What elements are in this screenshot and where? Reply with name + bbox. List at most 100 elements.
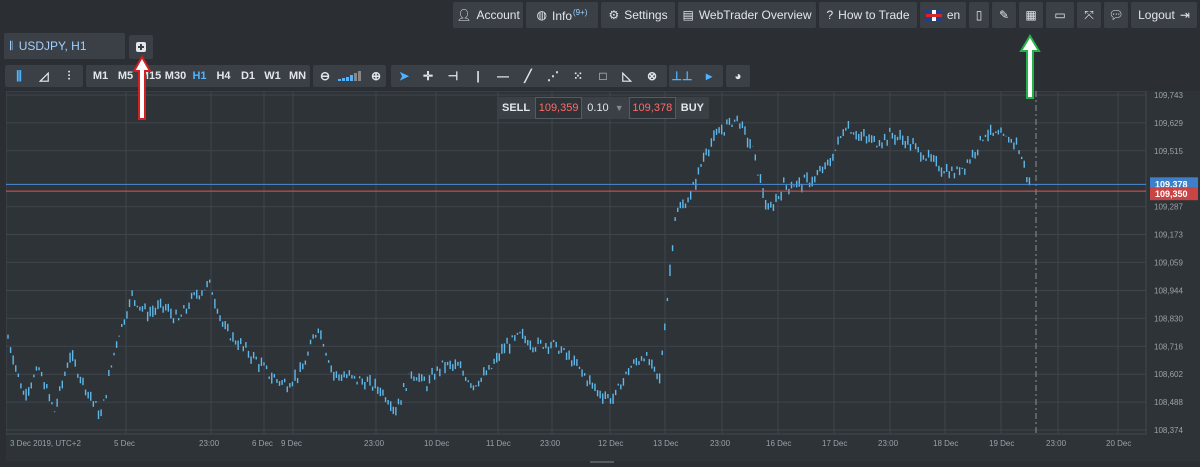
webtrader-overview-label: WebTrader Overview bbox=[698, 8, 812, 22]
indicators-button[interactable]: ◕ bbox=[728, 65, 748, 87]
pointer-tool[interactable]: ➤ bbox=[394, 65, 414, 87]
candles-icon: ⫼ bbox=[16, 68, 22, 83]
x-tick-label: 23:00 bbox=[540, 439, 561, 448]
x-tick-label: 23:00 bbox=[199, 439, 220, 448]
how-to-trade-button[interactable]: ? How to Trade bbox=[819, 2, 917, 28]
area-chart-button[interactable]: ◿ bbox=[33, 65, 55, 87]
x-tick-label: 10 Dec bbox=[424, 439, 449, 448]
fullscreen-button[interactable]: ⤧ bbox=[1077, 2, 1101, 28]
timeframe-m30[interactable]: M30 bbox=[164, 70, 187, 82]
timeframe-h1[interactable]: H1 bbox=[192, 70, 207, 82]
crosshair-tool[interactable]: ✛ bbox=[418, 65, 438, 87]
y-tick-label: 109,743 bbox=[1154, 91, 1183, 100]
x-tick-label: 23:00 bbox=[1046, 439, 1067, 448]
vertical-line-tool[interactable]: | bbox=[468, 65, 488, 87]
x-tick-label: 5 Dec bbox=[114, 439, 135, 448]
table-icon: ▦ bbox=[1025, 8, 1037, 22]
x-tick-label: 23:00 bbox=[710, 439, 731, 448]
timeframe-h4[interactable]: H4 bbox=[216, 70, 231, 82]
user-icon: 👤︎ bbox=[456, 8, 472, 22]
grid-dots-icon: ⁙ bbox=[572, 69, 584, 83]
trend-line-tool[interactable]: ╱ bbox=[518, 65, 538, 87]
language-label: en bbox=[946, 8, 961, 22]
grid-layout-button[interactable]: ▦ bbox=[1019, 2, 1043, 28]
timeframe-m5[interactable]: M5 bbox=[117, 70, 134, 82]
sell-price[interactable]: 109,359 bbox=[535, 97, 583, 119]
y-tick-label: 108,488 bbox=[1154, 398, 1183, 407]
settings-label: Settings bbox=[624, 8, 668, 22]
zoom-out-button[interactable]: ⊖ bbox=[316, 65, 334, 87]
channel-tool[interactable]: ⁙ bbox=[568, 65, 588, 87]
ray-icon: ⊣ bbox=[447, 69, 459, 83]
cursor-icon: ➤ bbox=[398, 69, 410, 83]
x-tick-label: 9 Dec bbox=[281, 439, 302, 448]
brush-button[interactable]: ✎ bbox=[992, 2, 1016, 28]
window-icon: ▭ bbox=[1054, 8, 1066, 22]
price-series bbox=[7, 115, 1031, 420]
webtrader-overview-button[interactable]: ▤ WebTrader Overview bbox=[678, 2, 816, 28]
timeframe-mn[interactable]: MN bbox=[288, 70, 307, 82]
bars-icon: ⫶ bbox=[67, 68, 71, 83]
x-tick-label: 23:00 bbox=[364, 439, 385, 448]
horizontal-line-tool[interactable]: — bbox=[493, 65, 513, 87]
chart-shift-button[interactable]: ▸ bbox=[698, 65, 720, 87]
one-click-trading-panel: SELL 109,359 0.10 ▼ 109,378 BUY bbox=[497, 97, 709, 119]
y-tick-label: 108,716 bbox=[1154, 342, 1183, 351]
candlestick-chart-button[interactable]: ⫼ bbox=[8, 65, 30, 87]
vertical-line-icon: | bbox=[476, 69, 480, 83]
info-text: Info bbox=[552, 8, 573, 23]
timeframe-d1[interactable]: D1 bbox=[240, 70, 256, 82]
chart-tab-bar: 𝄃 USDJPY, H1 bbox=[0, 30, 1200, 60]
tab-usdjpy-h1[interactable]: 𝄃 USDJPY, H1 bbox=[4, 33, 125, 59]
minus-circle-icon: ⊖ bbox=[319, 69, 331, 83]
chat-bubble-icon: 💬︎ bbox=[1108, 8, 1124, 22]
x-tick-label: 6 Dec bbox=[252, 439, 273, 448]
settings-button[interactable]: ⚙ Settings bbox=[601, 2, 675, 28]
account-button[interactable]: 👤︎ Account bbox=[453, 2, 523, 28]
period-separators-button[interactable]: ⊥⊥ bbox=[671, 65, 693, 87]
close-circle-icon: ⊗ bbox=[646, 69, 658, 83]
chart-type-group bbox=[5, 65, 83, 87]
add-chart-button[interactable] bbox=[129, 35, 153, 59]
y-tick-label: 109,629 bbox=[1154, 119, 1183, 128]
x-tick-label: 17 Dec bbox=[822, 439, 847, 448]
square-icon: □ bbox=[599, 69, 607, 83]
zoom-in-button[interactable]: ⊕ bbox=[367, 65, 385, 87]
horizontal-ray-tool[interactable]: ⊣ bbox=[443, 65, 463, 87]
window-layout-button[interactable]: ▭ bbox=[1046, 2, 1074, 28]
timeframe-w1[interactable]: W1 bbox=[264, 70, 281, 82]
volume-field[interactable]: 0.10 ▼ bbox=[582, 97, 629, 119]
volume-value: 0.10 bbox=[587, 102, 609, 114]
sign-out-icon: ⇥ bbox=[1179, 8, 1190, 22]
info-button[interactable]: ◍ Info(9+) bbox=[526, 2, 598, 28]
resize-handle[interactable] bbox=[590, 461, 614, 467]
crosshair-icon: ✛ bbox=[422, 69, 434, 83]
rectangle-tool[interactable]: □ bbox=[593, 65, 613, 87]
language-selector[interactable]: en bbox=[920, 2, 966, 28]
zoom-group bbox=[313, 65, 386, 87]
bar-chart-button[interactable]: ⫶ bbox=[58, 65, 80, 87]
fibonacci-tool[interactable]: ⋰ bbox=[543, 65, 563, 87]
buy-price[interactable]: 109,378 bbox=[628, 97, 676, 119]
price-chart[interactable]: 109,743 109,629 109,515 109,287 109,173 109,0… bbox=[5, 90, 1200, 461]
chevron-down-icon: ▼ bbox=[614, 103, 624, 113]
ask-price-label: 109,378 bbox=[1155, 179, 1188, 189]
mobile-button[interactable]: ▯ bbox=[969, 2, 989, 28]
logout-label: Logout bbox=[1138, 8, 1175, 22]
buy-button[interactable]: BUY bbox=[675, 97, 709, 119]
sell-button[interactable]: SELL bbox=[497, 97, 536, 119]
triangle-tool[interactable]: ◺ bbox=[617, 65, 637, 87]
brush-icon: ✎ bbox=[998, 8, 1010, 22]
chat-button[interactable]: 💬︎ bbox=[1104, 2, 1128, 28]
triangle-icon: ◺ bbox=[622, 69, 632, 83]
timeframe-m1[interactable]: M1 bbox=[92, 70, 109, 82]
y-tick-label: 109,515 bbox=[1154, 147, 1183, 156]
logout-button[interactable]: Logout ⇥ bbox=[1131, 2, 1197, 28]
x-tick-label: 3 Dec 2019, UTC+2 bbox=[10, 439, 81, 448]
delete-drawings-button[interactable]: ⊗ bbox=[642, 65, 662, 87]
y-tick-label: 109,059 bbox=[1154, 258, 1183, 267]
indicators-group bbox=[726, 65, 750, 87]
chart-canvas[interactable]: 109,743 109,629 109,515 109,287 109,173 109,0… bbox=[5, 90, 1200, 461]
info-badge: (9+) bbox=[573, 7, 588, 17]
